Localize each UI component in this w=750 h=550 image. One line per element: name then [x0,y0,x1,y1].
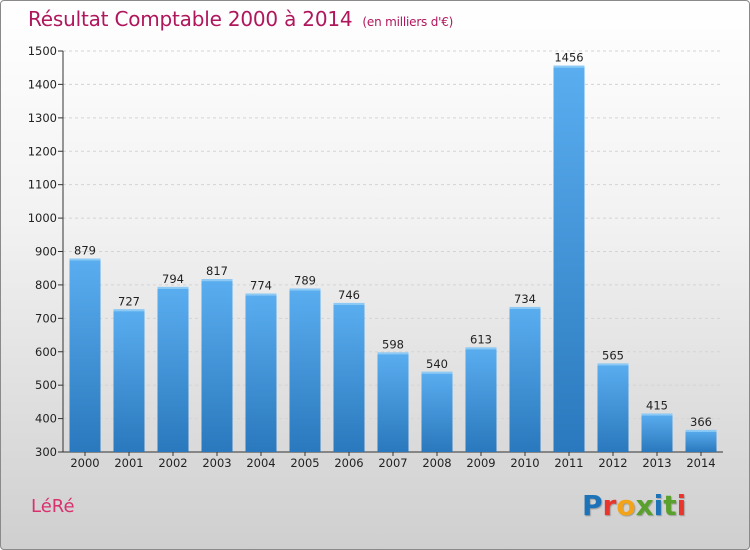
bar-2003 [201,279,233,452]
bar-highlight [113,309,145,312]
x-tick-label: 2011 [554,456,583,470]
logo-letter: o [616,489,636,522]
x-tick-label: 2008 [422,456,451,470]
value-label: 817 [206,264,228,278]
value-label: 879 [74,244,96,258]
x-tick-label: 2004 [246,456,275,470]
value-label: 366 [690,415,712,429]
x-tick-label: 2006 [334,456,363,470]
bar-highlight [201,279,233,282]
y-tick-label: 1300 [28,111,57,125]
y-tick-label: 1400 [28,77,57,91]
value-label: 746 [338,288,360,302]
value-label: 1456 [554,51,583,65]
bar-highlight [553,65,585,68]
bar-2008 [421,371,453,452]
x-tick-label: 2003 [202,456,231,470]
bar-2001 [113,309,145,452]
bar-highlight [245,293,277,296]
bar-2007 [377,352,409,452]
logo-letter: r [602,489,617,522]
chart-subtitle: (en milliers d'€) [362,15,454,29]
bar-highlight [289,288,321,291]
bar-2005 [289,288,321,452]
bars: 879 727 794 817 774 789 746 598 540 613 734 1456 565… [69,51,717,452]
x-tick-label: 2012 [598,456,627,470]
bar-2000 [69,258,101,452]
bar-highlight [641,413,673,416]
value-label: 565 [602,348,624,362]
x-tick-label: 2000 [70,456,99,470]
bar-highlight [157,286,189,289]
bar-highlight [465,347,497,350]
bar-2006 [333,302,365,452]
proxiti-logo: Proxiti [582,489,686,522]
bar-2013 [641,413,673,452]
bar-highlight [69,258,101,261]
value-label: 789 [294,274,316,288]
value-label: 415 [646,399,668,413]
value-label: 774 [250,279,272,293]
bar-2011 [553,65,585,452]
value-label: 613 [470,332,492,346]
commune-name: LéRé [31,496,75,517]
x-tick-label: 2007 [378,456,407,470]
value-label: 727 [118,294,140,308]
logo-letter: i [653,489,664,522]
logo-letter: t [663,489,677,522]
bar-2009 [465,347,497,452]
bar-2014 [685,429,717,452]
bar-highlight [685,429,717,432]
x-tick-label: 2013 [642,456,671,470]
y-tick-label: 500 [35,378,57,392]
bar-highlight [421,371,453,374]
x-tick-label: 2014 [686,456,715,470]
logo-letter: P [582,489,603,522]
bar-highlight [597,363,629,366]
y-tick-label: 1500 [28,44,57,58]
value-label: 598 [382,337,404,351]
bar-highlight [333,302,365,305]
x-tick-label: 2001 [114,456,143,470]
logo-letter: x [635,489,654,522]
bar-highlight [377,352,409,355]
chart-title-text: Résultat Comptable 2000 à 2014 [28,7,353,31]
bar-2012 [597,363,629,452]
value-label: 540 [426,357,448,371]
bar-2004 [245,293,277,452]
y-tick-label: 800 [35,278,57,292]
y-tick-label: 400 [35,412,57,426]
y-tick-label: 900 [35,245,57,259]
value-label: 734 [514,292,536,306]
x-tick-label: 2009 [466,456,495,470]
x-tick-label: 2010 [510,456,539,470]
y-tick-label: 1100 [28,178,57,192]
x-tick-label: 2005 [290,456,319,470]
bar-2010 [509,306,541,452]
y-tick-label: 300 [35,445,57,459]
bar-highlight [509,306,541,309]
y-tick-label: 700 [35,311,57,325]
y-tick-label: 1200 [28,144,57,158]
logo-letter: i [676,489,687,522]
y-tick-label: 1000 [28,211,57,225]
bar-2002 [157,286,189,452]
chart-title: Résultat Comptable 2000 à 2014 (en millie… [28,7,453,31]
x-tick-label: 2002 [158,456,187,470]
value-label: 794 [162,272,184,286]
y-tick-label: 600 [35,345,57,359]
